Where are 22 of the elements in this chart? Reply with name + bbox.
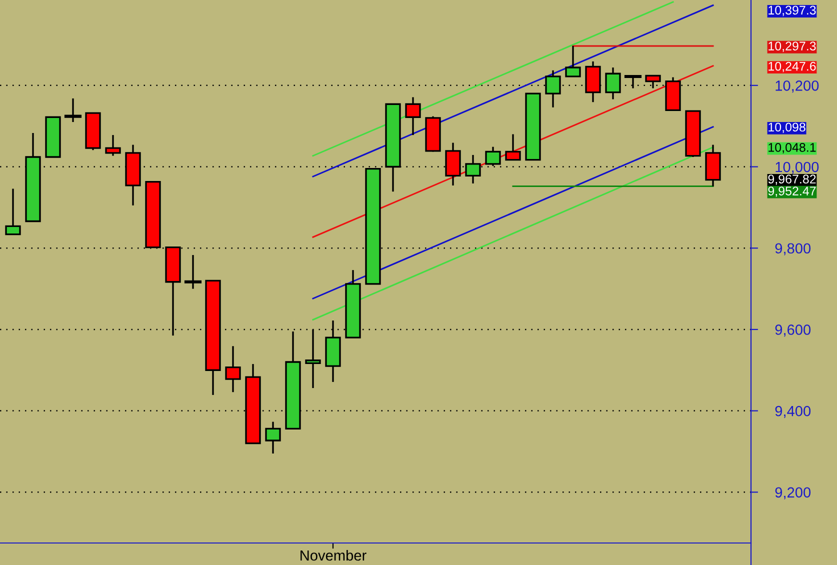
candlestick — [105, 134, 121, 157]
candlestick — [405, 96, 421, 136]
candlestick — [505, 133, 521, 161]
y2-tick-label: 9,967.82 — [768, 174, 816, 185]
y-tick-label: 9,400 — [775, 406, 811, 418]
candlestick — [565, 45, 581, 78]
y2-tick-label: 10,397.3 — [768, 6, 816, 16]
candlestick — [225, 345, 241, 393]
y2-tick-label: 10,297.3 — [768, 42, 816, 52]
y2-tick-label: 9,952.47 — [768, 186, 816, 197]
y-tick-label: 9,200 — [775, 487, 811, 500]
y-tick-label: 10,200 — [776, 80, 819, 93]
y-tick-label: 9,800 — [775, 243, 811, 256]
candlestick — [605, 66, 621, 100]
x-tick-label: November — [300, 550, 366, 561]
y2-tick-label: 10,048.1 — [768, 143, 816, 154]
y-tick-label: 9,600 — [775, 324, 811, 337]
y2-tick-label: 10,098 — [768, 122, 806, 134]
y-tick-label: 10,000 — [776, 162, 819, 174]
y2-tick-label: 10,247.6 — [768, 62, 816, 72]
candlestick — [5, 188, 21, 236]
candlestick — [265, 420, 281, 454]
